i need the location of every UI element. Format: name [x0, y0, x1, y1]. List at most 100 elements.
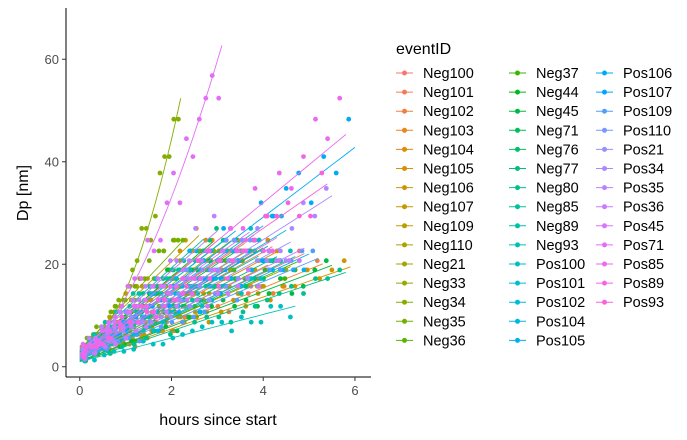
legend-key-point — [602, 70, 607, 76]
data-point-Pos107 — [261, 258, 266, 264]
data-point-Neg89 — [102, 319, 108, 325]
data-point-Pos93 — [296, 213, 302, 219]
data-point-Neg93 — [258, 276, 264, 281]
legend-label: Neg109 — [423, 219, 474, 235]
data-point-Neg89 — [136, 291, 142, 296]
legend-label: Pos107 — [623, 85, 672, 101]
data-point-Pos109 — [267, 267, 272, 273]
data-point-Pos36 — [133, 328, 139, 334]
data-point-Neg93 — [239, 291, 244, 296]
data-point-Neg106 — [304, 267, 310, 273]
legend-key-point — [515, 146, 520, 152]
data-point-Neg37 — [282, 276, 288, 281]
data-point-Neg34 — [157, 170, 163, 176]
legend-label: Neg80 — [536, 181, 579, 197]
data-point-Pos89 — [189, 291, 195, 296]
data-point-Pos35 — [86, 335, 92, 341]
legend-label: Neg102 — [423, 104, 474, 120]
data-point-Pos71 — [132, 276, 138, 281]
legend-key-point — [402, 127, 407, 133]
x-tick-label: 6 — [351, 383, 358, 398]
data-point-Pos100 — [141, 338, 146, 344]
data-point-Neg89 — [164, 276, 170, 281]
data-point-Pos71 — [138, 276, 144, 281]
data-point-Pos36 — [276, 258, 282, 264]
data-point-Pos45 — [158, 283, 164, 289]
data-point-Pos100 — [180, 332, 186, 337]
data-point-Neg35 — [180, 237, 186, 243]
data-point-Neg35 — [146, 258, 152, 264]
legend-label: Neg71 — [536, 123, 579, 139]
data-point-Pos35 — [186, 258, 192, 264]
data-point-Neg89 — [130, 291, 136, 296]
data-point-Pos71 — [151, 248, 157, 254]
data-point-Neg80 — [313, 276, 318, 281]
data-point-Pos100 — [209, 319, 215, 325]
data-point-Neg34 — [162, 154, 168, 160]
data-point-Pos36 — [184, 297, 190, 303]
legend-label: Pos45 — [623, 219, 664, 235]
data-point-Pos89 — [81, 355, 87, 360]
data-point-Pos106 — [283, 186, 289, 191]
data-point-Neg93 — [288, 248, 293, 254]
data-point-Pos34 — [140, 319, 146, 325]
legend-label: Neg101 — [423, 85, 474, 101]
data-point-Pos89 — [198, 276, 204, 281]
data-point-Pos45 — [150, 283, 156, 289]
data-point-Pos34 — [255, 226, 260, 231]
data-point-Pos35 — [180, 267, 186, 273]
data-point-Neg80 — [252, 303, 258, 309]
data-point-Neg80 — [301, 291, 306, 296]
data-point-Neg76 — [243, 283, 249, 289]
data-point-Pos89 — [207, 276, 213, 281]
legend-label: Pos85 — [623, 257, 664, 273]
data-point-Pos71 — [112, 314, 118, 320]
legend-label: Pos106 — [623, 66, 672, 82]
y-axis-title: Dp [nm] — [15, 165, 32, 221]
data-point-Pos36 — [205, 303, 210, 309]
data-point-Pos100 — [258, 319, 264, 325]
legend-label: Neg110 — [423, 238, 473, 254]
data-point-Pos93 — [229, 258, 235, 264]
legend-key-point — [602, 127, 607, 133]
data-point-Neg80 — [204, 314, 210, 320]
data-point-Neg106 — [231, 297, 236, 303]
data-point-Pos71 — [216, 95, 222, 101]
data-point-Pos106 — [321, 154, 327, 160]
data-point-Neg107 — [177, 248, 183, 254]
data-point-Pos36 — [266, 248, 272, 254]
legend-key-point — [602, 166, 607, 171]
legend-key-point — [515, 166, 520, 171]
fit-line-Pos36 — [79, 247, 305, 360]
data-point-Neg45 — [289, 291, 295, 296]
legend-label: Pos110 — [623, 123, 671, 139]
x-tick-label: 4 — [260, 383, 267, 398]
legend-key-point — [402, 242, 407, 248]
data-point-Pos110 — [223, 237, 229, 243]
data-point-Pos93 — [139, 303, 145, 309]
data-point-Pos89 — [216, 283, 222, 289]
data-point-Pos21 — [254, 258, 260, 264]
data-point-Pos105 — [197, 309, 203, 315]
data-point-Pos21 — [178, 297, 183, 303]
data-point-Pos71 — [209, 73, 215, 78]
data-point-Pos109 — [180, 319, 186, 325]
data-point-Pos35 — [143, 283, 148, 289]
data-point-Pos109 — [277, 267, 283, 273]
legend-key-point — [402, 166, 407, 171]
data-point-Pos35 — [193, 226, 198, 231]
legend-key-point — [515, 242, 520, 248]
data-point-Pos45 — [212, 267, 218, 273]
legend-label: Neg85 — [536, 200, 579, 216]
data-point-Pos93 — [319, 170, 325, 176]
data-point-Neg89 — [175, 267, 181, 273]
data-point-Neg34 — [139, 226, 145, 231]
data-point-Neg35 — [108, 309, 114, 315]
data-point-Pos100 — [160, 341, 166, 347]
data-point-Pos85 — [289, 186, 294, 191]
data-point-Pos35 — [136, 297, 142, 303]
data-point-Pos93 — [285, 200, 291, 206]
data-point-Neg34 — [171, 116, 177, 122]
legend-label: Pos34 — [623, 162, 664, 178]
